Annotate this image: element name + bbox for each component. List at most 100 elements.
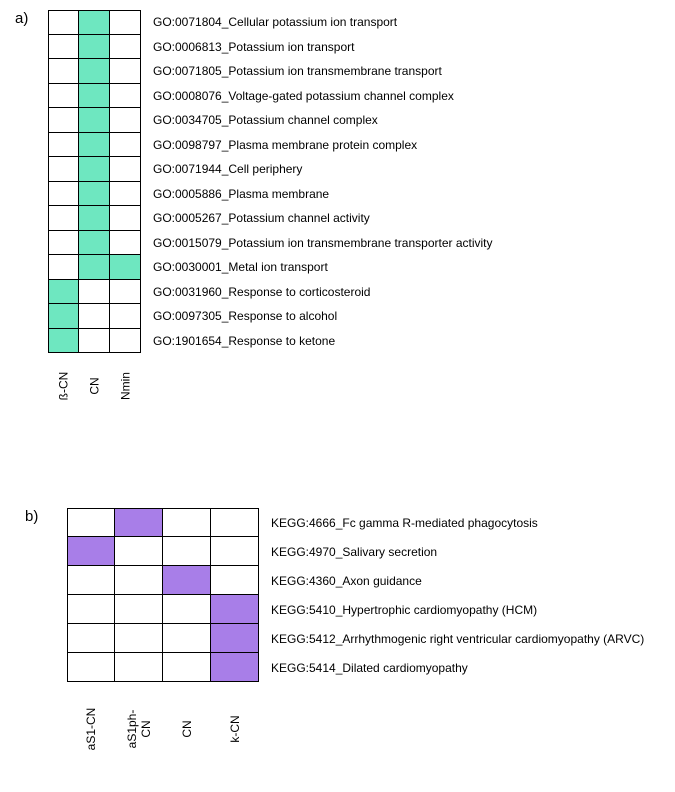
heatmap-cell xyxy=(67,653,115,682)
heatmap-cell xyxy=(48,182,79,207)
heatmap-cell xyxy=(79,206,110,231)
heatmap-row: KEGG:5414_Dilated cardiomyopathy xyxy=(67,653,644,682)
heatmap-row: GO:0031960_Response to corticosteroid xyxy=(48,280,493,305)
heatmap-row: GO:0071944_Cell periphery xyxy=(48,157,493,182)
heatmap-cell xyxy=(110,157,141,182)
heatmap-cell xyxy=(115,595,163,624)
row-label: GO:0071804_Cellular potassium ion transp… xyxy=(141,15,397,29)
heatmap-cell xyxy=(110,10,141,35)
row-label: KEGG:4666_Fc gamma R-mediated phagocytos… xyxy=(259,516,538,530)
heatmap-cell xyxy=(48,108,79,133)
heatmap-cell xyxy=(163,566,211,595)
heatmap-row: GO:0030001_Metal ion transport xyxy=(48,255,493,280)
heatmap-cell xyxy=(48,10,79,35)
row-label: GO:0071944_Cell periphery xyxy=(141,162,302,176)
heatmap-cell xyxy=(163,537,211,566)
col-label: Nmin xyxy=(101,371,151,402)
row-label: GO:0006813_Potassium ion transport xyxy=(141,40,354,54)
heatmap-cell xyxy=(110,255,141,280)
col-labels: aS1-CNaS1ph-CNCNk-CN xyxy=(67,690,644,768)
heatmap-cell xyxy=(48,133,79,158)
heatmap-cell xyxy=(48,329,79,354)
heatmap-row: GO:0097305_Response to alcohol xyxy=(48,304,493,329)
heatmap-cell xyxy=(79,10,110,35)
heatmap-cell xyxy=(110,280,141,305)
col-label: k-CN xyxy=(196,705,274,753)
panel-b-label: b) xyxy=(25,508,38,525)
row-label: KEGG:5410_Hypertrophic cardiomyopathy (H… xyxy=(259,603,537,617)
row-label: GO:1901654_Response to ketone xyxy=(141,334,335,348)
heatmap-row: KEGG:4666_Fc gamma R-mediated phagocytos… xyxy=(67,508,644,537)
heatmap-cell xyxy=(48,206,79,231)
panel-a-label: a) xyxy=(15,10,28,27)
heatmap-cell xyxy=(110,133,141,158)
heatmap-cell xyxy=(110,304,141,329)
col-labels: ß-CNCNNmin xyxy=(48,361,493,411)
row-label: GO:0071805_Potassium ion transmembrane t… xyxy=(141,64,442,78)
row-label: GO:0031960_Response to corticosteroid xyxy=(141,285,370,299)
row-label: GO:0034705_Potassium channel complex xyxy=(141,113,378,127)
row-label: KEGG:5414_Dilated cardiomyopathy xyxy=(259,661,468,675)
heatmap-row: GO:0015079_Potassium ion transmembrane t… xyxy=(48,231,493,256)
heatmap-row: KEGG:4360_Axon guidance xyxy=(67,566,644,595)
heatmap-cell xyxy=(48,280,79,305)
row-label: GO:0008076_Voltage-gated potassium chann… xyxy=(141,89,454,103)
heatmap-cell xyxy=(79,59,110,84)
heatmap-row: GO:0008076_Voltage-gated potassium chann… xyxy=(48,84,493,109)
heatmap-cell xyxy=(211,595,259,624)
heatmap-cell xyxy=(115,508,163,537)
heatmap-cell xyxy=(110,206,141,231)
heatmap-cell xyxy=(79,108,110,133)
heatmap-cell xyxy=(211,537,259,566)
heatmap-grid: KEGG:4666_Fc gamma R-mediated phagocytos… xyxy=(67,508,644,682)
heatmap-cell xyxy=(163,624,211,653)
heatmap-cell xyxy=(48,255,79,280)
heatmap-cell xyxy=(48,304,79,329)
heatmap-cell xyxy=(48,35,79,60)
heatmap-row: GO:1901654_Response to ketone xyxy=(48,329,493,354)
heatmap-cell xyxy=(110,231,141,256)
panel-a-grid: GO:0071804_Cellular potassium ion transp… xyxy=(48,10,493,411)
heatmap-row: GO:0005267_Potassium channel activity xyxy=(48,206,493,231)
heatmap-row: GO:0071804_Cellular potassium ion transp… xyxy=(48,10,493,35)
heatmap-cell xyxy=(211,508,259,537)
heatmap-cell xyxy=(67,624,115,653)
row-label: KEGG:4360_Axon guidance xyxy=(259,574,422,588)
heatmap-cell xyxy=(79,182,110,207)
row-label: KEGG:5412_Arrhythmogenic right ventricul… xyxy=(259,632,644,646)
row-label: GO:0015079_Potassium ion transmembrane t… xyxy=(141,236,493,250)
heatmap-cell xyxy=(115,624,163,653)
heatmap-cell xyxy=(48,84,79,109)
heatmap-cell xyxy=(115,566,163,595)
heatmap-cell xyxy=(211,566,259,595)
heatmap-row: GO:0034705_Potassium channel complex xyxy=(48,108,493,133)
heatmap-row: GO:0098797_Plasma membrane protein compl… xyxy=(48,133,493,158)
heatmap-cell xyxy=(115,537,163,566)
panel-b-grid: KEGG:4666_Fc gamma R-mediated phagocytos… xyxy=(67,508,644,768)
heatmap-cell xyxy=(115,653,163,682)
heatmap-cell xyxy=(79,84,110,109)
heatmap-grid: GO:0071804_Cellular potassium ion transp… xyxy=(48,10,493,353)
row-label: GO:0005886_Plasma membrane xyxy=(141,187,329,201)
heatmap-cell xyxy=(110,108,141,133)
heatmap-cell xyxy=(110,59,141,84)
row-label: GO:0098797_Plasma membrane protein compl… xyxy=(141,138,417,152)
heatmap-cell xyxy=(67,595,115,624)
heatmap-cell xyxy=(79,35,110,60)
heatmap-cell xyxy=(79,280,110,305)
heatmap-row: KEGG:5412_Arrhythmogenic right ventricul… xyxy=(67,624,644,653)
heatmap-cell xyxy=(79,329,110,354)
heatmap-row: GO:0005886_Plasma membrane xyxy=(48,182,493,207)
heatmap-cell xyxy=(79,133,110,158)
heatmap-cell xyxy=(211,624,259,653)
row-label: KEGG:4970_Salivary secretion xyxy=(259,545,437,559)
heatmap-cell xyxy=(110,35,141,60)
heatmap-cell xyxy=(48,231,79,256)
heatmap-row: GO:0006813_Potassium ion transport xyxy=(48,35,493,60)
row-label: GO:0005267_Potassium channel activity xyxy=(141,211,370,225)
heatmap-cell xyxy=(110,329,141,354)
heatmap-cell xyxy=(67,508,115,537)
heatmap-cell xyxy=(110,182,141,207)
row-label: GO:0097305_Response to alcohol xyxy=(141,309,337,323)
row-label: GO:0030001_Metal ion transport xyxy=(141,260,328,274)
